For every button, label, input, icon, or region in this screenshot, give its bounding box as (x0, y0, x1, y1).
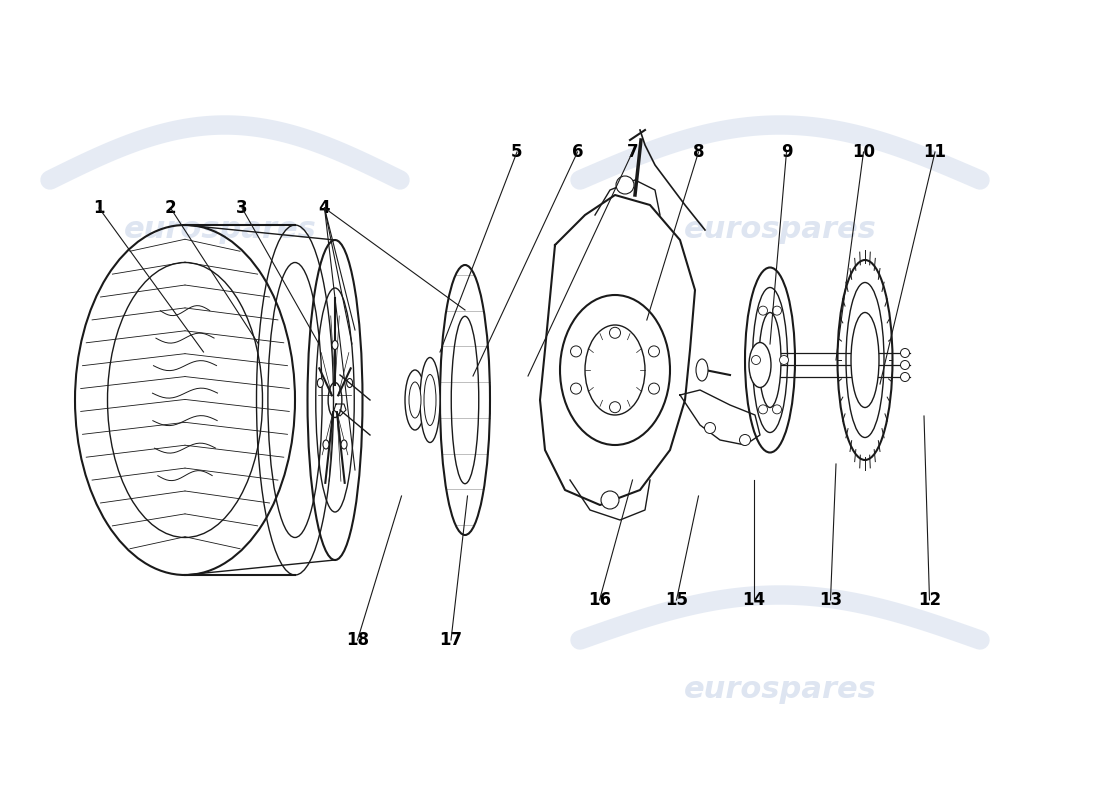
Text: 15: 15 (666, 591, 688, 609)
Text: 5: 5 (512, 143, 522, 161)
Text: 12: 12 (917, 591, 942, 609)
Ellipse shape (332, 341, 338, 350)
Ellipse shape (837, 260, 892, 460)
Text: 14: 14 (741, 591, 766, 609)
Text: 10: 10 (852, 143, 874, 161)
Circle shape (772, 306, 781, 315)
Circle shape (609, 327, 620, 338)
Text: 4: 4 (319, 199, 330, 217)
Ellipse shape (318, 378, 323, 387)
Text: 8: 8 (693, 143, 704, 161)
Circle shape (772, 405, 781, 414)
Circle shape (901, 349, 910, 358)
Circle shape (649, 346, 660, 357)
Ellipse shape (752, 287, 788, 433)
Ellipse shape (585, 325, 645, 415)
Text: 11: 11 (924, 143, 946, 161)
Circle shape (780, 355, 789, 365)
Circle shape (901, 361, 910, 370)
Ellipse shape (409, 382, 421, 418)
Text: 18: 18 (346, 631, 368, 649)
Circle shape (901, 373, 910, 382)
Circle shape (616, 176, 634, 194)
Ellipse shape (846, 282, 884, 438)
Ellipse shape (405, 370, 425, 430)
Circle shape (751, 355, 760, 365)
Text: 1: 1 (94, 199, 104, 217)
Ellipse shape (451, 316, 478, 484)
Text: 6: 6 (572, 143, 583, 161)
Ellipse shape (323, 440, 329, 449)
Circle shape (571, 346, 582, 357)
Circle shape (649, 383, 660, 394)
Ellipse shape (440, 265, 490, 535)
Text: 13: 13 (818, 591, 843, 609)
Text: 7: 7 (627, 143, 638, 161)
Text: 17: 17 (439, 631, 463, 649)
Ellipse shape (749, 342, 771, 387)
Text: eurospares: eurospares (683, 215, 877, 245)
Ellipse shape (696, 359, 708, 381)
Ellipse shape (346, 378, 353, 387)
Ellipse shape (560, 295, 670, 445)
Ellipse shape (341, 440, 348, 449)
Text: eurospares: eurospares (123, 215, 317, 245)
Ellipse shape (424, 374, 436, 426)
Circle shape (571, 383, 582, 394)
Text: 2: 2 (165, 199, 176, 217)
Ellipse shape (851, 313, 879, 407)
Circle shape (739, 434, 750, 446)
Text: 16: 16 (588, 591, 610, 609)
Text: 3: 3 (236, 199, 248, 217)
Circle shape (601, 491, 619, 509)
Ellipse shape (420, 358, 440, 442)
Ellipse shape (745, 267, 795, 453)
Text: 9: 9 (781, 143, 792, 161)
Ellipse shape (759, 313, 781, 407)
Circle shape (759, 405, 768, 414)
Circle shape (609, 402, 620, 413)
Circle shape (704, 422, 715, 434)
Text: eurospares: eurospares (683, 675, 877, 705)
Circle shape (759, 306, 768, 315)
